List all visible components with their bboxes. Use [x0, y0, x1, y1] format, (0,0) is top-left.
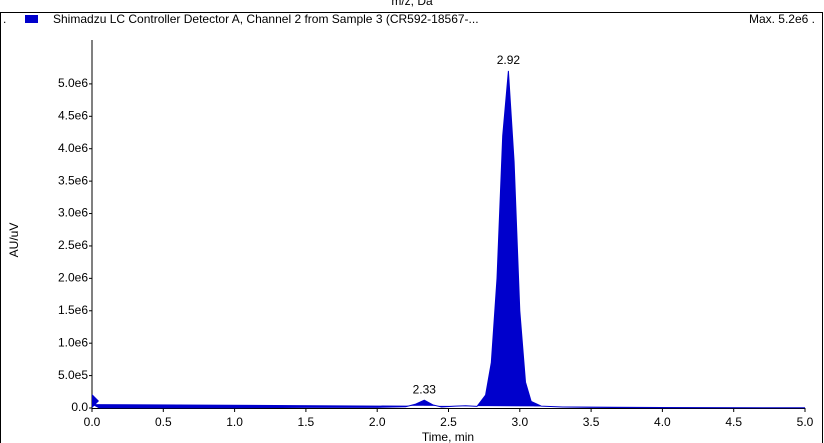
x-tick-label: 4.0: [654, 415, 671, 429]
x-tick-label: 2.5: [440, 415, 457, 429]
y-tick-label: 2.0e6: [58, 271, 88, 285]
y-axis-label: AU/uV: [7, 223, 21, 258]
x-tick-label: 3.0: [511, 415, 528, 429]
frame: [0, 12, 823, 443]
x-tick-label: 5.0: [797, 415, 814, 429]
x-tick-label: 0.0: [84, 415, 101, 429]
start-marker: [92, 394, 99, 408]
x-tick-label: 3.5: [583, 415, 600, 429]
legend-swatch: [25, 15, 38, 23]
peak-label: 2.92: [497, 53, 521, 67]
y-tick-label: 0.0: [71, 400, 88, 414]
x-tick-label: 2.0: [369, 415, 386, 429]
x-tick-label: 1.0: [226, 415, 243, 429]
y-tick-label: 5.0e6: [58, 76, 88, 90]
x-tick-label: 1.5: [298, 415, 315, 429]
trace-area: [91, 70, 805, 409]
y-tick-label: 3.5e6: [58, 173, 88, 187]
legend-label: Shimadzu LC Controller Detector A, Chann…: [53, 12, 479, 26]
y-tick-label: 3.0e6: [58, 206, 88, 220]
x-tick-label: 4.5: [725, 415, 742, 429]
y-tick-label: 4.0e6: [58, 141, 88, 155]
y-tick-label: 2.5e6: [58, 238, 88, 252]
x-axis-label: Time, min: [422, 430, 474, 443]
top-axis-label: m/z, Da: [391, 0, 433, 8]
legend-prefix: .: [3, 12, 6, 26]
y-tick-label: 4.5e6: [58, 108, 88, 122]
y-tick-label: 1.0e6: [58, 335, 88, 349]
max-label: Max. 5.2e6 .: [749, 12, 815, 26]
peak-label: 2.33: [413, 382, 437, 396]
y-tick-label: 1.5e6: [58, 303, 88, 317]
x-tick-label: 0.5: [155, 415, 172, 429]
y-tick-label: 5.0e5: [58, 368, 88, 382]
